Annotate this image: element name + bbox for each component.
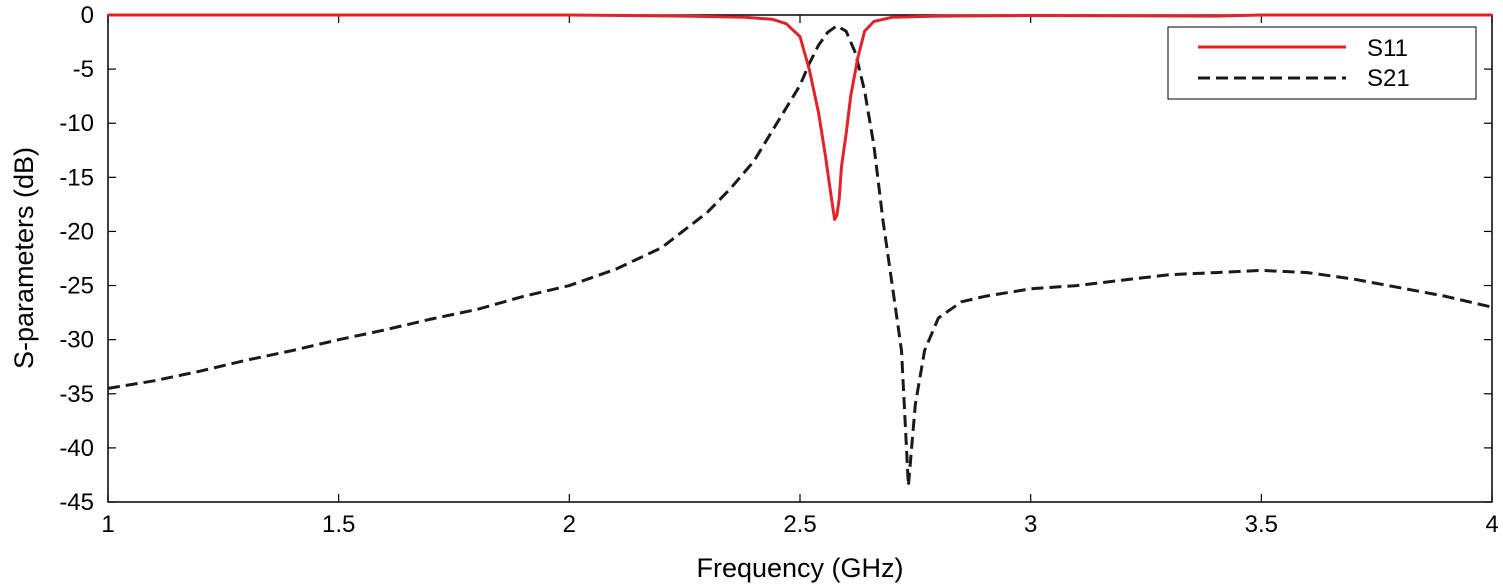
series-layer <box>107 13 1493 488</box>
y-tick-label: -35 <box>59 381 94 408</box>
x-tick-label: 1.5 <box>322 511 355 538</box>
x-axis-label: Frequency (GHz) <box>696 553 903 583</box>
series-line-s11 <box>108 13 1492 221</box>
y-tick-label: -20 <box>59 218 94 245</box>
y-tick-label: -10 <box>59 110 94 137</box>
x-axis: 1 1.5 2 2.5 3 3.5 4 <box>101 15 1499 538</box>
y-tick-label: 0 <box>81 2 94 29</box>
x-tick-label: 4 <box>1485 511 1498 538</box>
y-tick-label: -25 <box>59 273 94 300</box>
x-tick-label: 3.5 <box>1245 511 1278 538</box>
x-tick-label: 2 <box>563 511 576 538</box>
legend-box <box>1167 26 1477 100</box>
legend-label-s21: S21 <box>1367 65 1410 92</box>
y-tick-label: -45 <box>59 489 94 516</box>
y-tick-label: -15 <box>59 164 94 191</box>
y-tick-label: -5 <box>73 56 94 83</box>
legend-label-s11: S11 <box>1367 35 1408 62</box>
x-tick-label: 3 <box>1024 511 1037 538</box>
x-tick-label: 1 <box>101 511 114 538</box>
y-tick-label: -40 <box>59 435 94 462</box>
y-axis: 0 -5 -10 -15 -20 -25 -30 -35 -40 -45 <box>59 2 1492 516</box>
y-axis-label: S-parameters (dB) <box>9 147 39 369</box>
legend: S11 S21 <box>1167 26 1477 100</box>
x-tick-label: 2.5 <box>783 511 816 538</box>
series-line-s21 <box>107 24 1493 488</box>
y-tick-label: -30 <box>59 327 94 354</box>
